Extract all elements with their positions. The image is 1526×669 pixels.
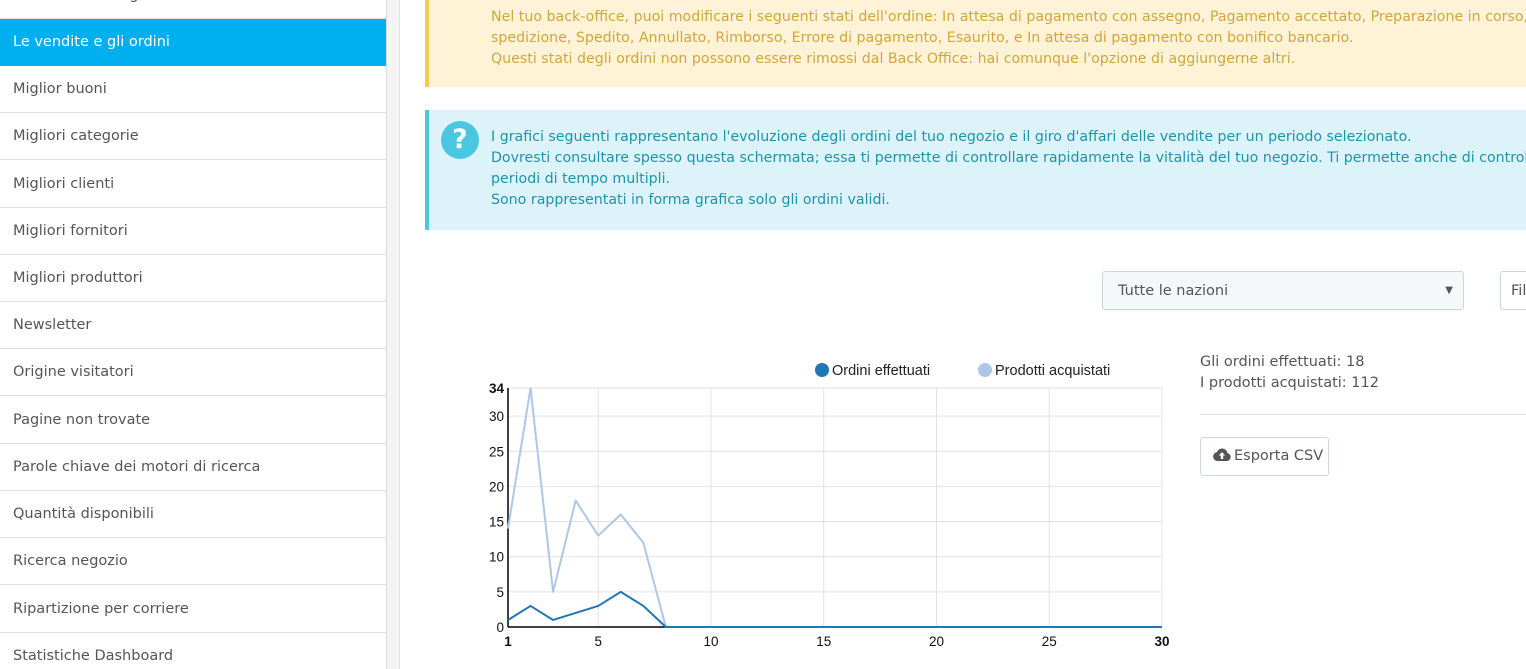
legend-marker <box>978 363 992 377</box>
warning-alert: Nel tuo back-office, puoi modificare i s… <box>425 0 1526 87</box>
sidebar-item-migliori-categorie[interactable]: Migliori categorie <box>0 113 386 160</box>
filter-button[interactable]: Fil <box>1500 271 1526 310</box>
sidebar-item-statistiche-dashboard[interactable]: Statistiche Dashboard <box>0 633 386 669</box>
warning-line: spedizione, Spedito, Annullato, Rimborso… <box>491 30 1354 46</box>
caret-down-icon: ▼ <box>1445 285 1453 296</box>
stats-panel: Gli ordini effettuati: 18 I prodotti acq… <box>1200 352 1379 394</box>
legend-label: Ordini effettuati <box>832 363 930 379</box>
y-tick-label: 5 <box>496 585 504 600</box>
legend-label: Prodotti acquistati <box>995 363 1110 379</box>
info-line: periodi di tempo multipli. <box>491 171 671 187</box>
x-tick-label: 1 <box>504 634 512 649</box>
export-csv-label: Esporta CSV <box>1234 448 1324 464</box>
x-tick-label: 5 <box>594 634 602 649</box>
country-select[interactable]: Tutte le nazioni ▼ <box>1102 271 1464 310</box>
y-tick-label: 34 <box>489 381 505 396</box>
sidebar-item-migliori-produttori[interactable]: Migliori produttori <box>0 255 386 302</box>
sidebar-item-migliori-fornitori[interactable]: Migliori fornitori <box>0 208 386 255</box>
legend-marker <box>815 363 829 377</box>
x-tick-label: 15 <box>816 634 831 649</box>
x-tick-label: 25 <box>1042 634 1057 649</box>
info-line: Dovresti consultare spesso questa scherm… <box>491 150 1526 166</box>
y-tick-label: 10 <box>489 550 504 565</box>
sidebar-gutter <box>387 0 400 669</box>
sidebar-item-migliori-clienti[interactable]: Migliori clienti <box>0 161 386 208</box>
products-count: I prodotti acquistati: 112 <box>1200 375 1379 391</box>
x-tick-label: 30 <box>1154 634 1169 649</box>
cloud-upload-icon <box>1213 448 1231 461</box>
sidebar-item-origine-visitatori[interactable]: Origine visitatori <box>0 349 386 396</box>
y-tick-label: 0 <box>496 620 504 635</box>
info-line: I grafici seguenti rappresentano l'evolu… <box>491 129 1412 145</box>
series-line <box>507 387 1162 628</box>
warning-line: Questi stati degli ordini non possono es… <box>491 51 1296 67</box>
sales-orders-chart: 0 5 10 15 20 25 30 34 1 5 10 15 20 25 30 Ordini effettu… <box>470 350 1180 660</box>
country-select-value: Tutte le nazioni <box>1118 283 1229 299</box>
sidebar-item-newsletter[interactable]: Newsletter <box>0 302 386 349</box>
sidebar-item-ripartizione-corriere[interactable]: Ripartizione per corriere <box>0 586 386 633</box>
sidebar-item-parole-chiave[interactable]: Parole chiave dei motori di ricerca <box>0 444 386 491</box>
y-tick-label: 30 <box>489 409 504 424</box>
sidebar-item-ricerca-negozio[interactable]: Ricerca negozio <box>0 538 386 585</box>
y-tick-label: 20 <box>489 479 504 494</box>
export-csv-button[interactable]: Esporta CSV <box>1200 437 1329 476</box>
x-tick-label: 20 <box>929 634 944 649</box>
orders-count: Gli ordini effettuati: 18 <box>1200 354 1365 370</box>
warning-line: Nel tuo back-office, puoi modificare i s… <box>491 9 1526 25</box>
x-tick-label: 10 <box>703 634 718 649</box>
info-line: Sono rappresentati in forma grafica solo… <box>491 192 890 208</box>
question-circle-icon: ? <box>441 121 479 159</box>
divider <box>1200 414 1526 415</box>
sidebar-item-vendite-ordini[interactable]: Le vendite e gli ordini <box>0 19 386 66</box>
y-tick-label: 25 <box>489 444 504 459</box>
sidebar-item-pagine-non-trovate[interactable]: Pagine non trovate <box>0 397 386 444</box>
series-line <box>507 590 1162 628</box>
info-alert: ? I grafici seguenti rappresentano l'evo… <box>425 110 1526 230</box>
sidebar-item-quantita-disponibili[interactable]: Quantità disponibili <box>0 491 386 538</box>
sidebar-item-miglior-buoni[interactable]: Miglior buoni <box>0 66 386 113</box>
y-tick-label: 15 <box>489 515 504 530</box>
sidebar: Info su clienti registrati Le vendite e … <box>0 0 387 669</box>
sidebar-item-info-clienti[interactable]: Info su clienti registrati <box>0 0 386 19</box>
